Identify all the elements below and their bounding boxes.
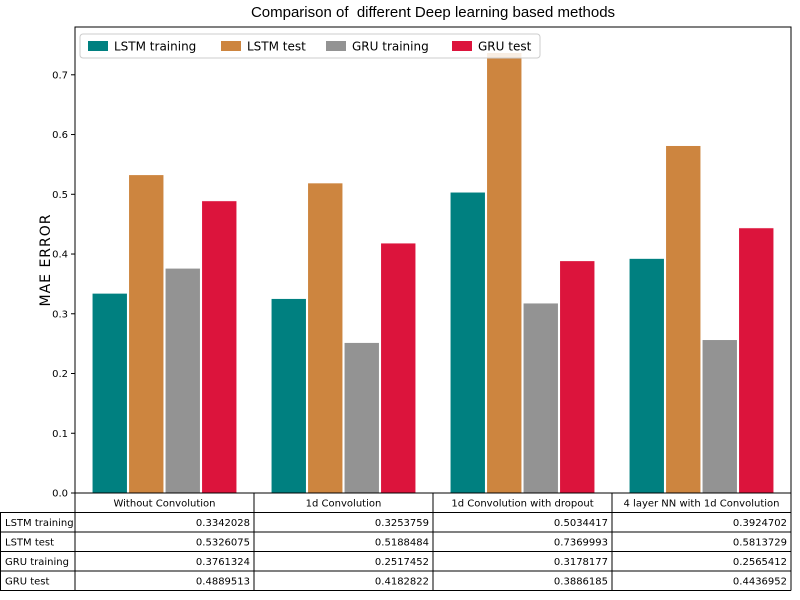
bar [665, 145, 702, 494]
bar [128, 174, 165, 494]
bar [164, 267, 201, 494]
x-tick-label: Without Convolution [113, 499, 215, 510]
bar [738, 227, 775, 494]
table-row-label: LSTM test [5, 538, 54, 549]
table-cell: 0.3342028 [196, 518, 250, 529]
legend-box [79, 33, 541, 59]
bar [628, 258, 665, 494]
y-tick-label: 0.3 [52, 309, 68, 320]
legend-label: LSTM test [247, 40, 306, 54]
table-cell: 0.3253759 [375, 518, 429, 529]
x-tick-label: 1d Convolution with dropout [451, 499, 593, 510]
bar [559, 260, 596, 494]
legend-swatch [221, 41, 241, 51]
y-tick-label: 0.0 [52, 489, 68, 500]
table-cell: 0.2517452 [375, 557, 429, 568]
table-cell: 0.3178177 [554, 557, 608, 568]
table-cell: 0.2565412 [733, 557, 787, 568]
table-cell: 0.7369993 [554, 538, 608, 549]
y-tick-label: 0.5 [52, 190, 68, 201]
y-tick-label: 0.1 [52, 429, 68, 440]
table-cell: 0.5813729 [733, 538, 787, 549]
bar [307, 182, 344, 494]
table-cell: 0.5188484 [375, 538, 429, 549]
bar [201, 200, 238, 494]
table-cell: 0.3761324 [196, 557, 250, 568]
y-tick-label: 0.2 [52, 369, 68, 380]
table-cell: 0.3886185 [554, 577, 608, 588]
y-tick-label: 0.6 [52, 130, 68, 141]
bar [380, 242, 417, 494]
legend-swatch [326, 41, 346, 51]
bar [522, 302, 559, 494]
table-row-label: GRU training [5, 557, 69, 568]
legend-swatch [88, 41, 108, 51]
bar [449, 191, 486, 494]
table-cell: 0.5034417 [554, 518, 608, 529]
table-row-label: LSTM training [5, 518, 74, 529]
table-cell: 0.3924702 [733, 518, 787, 529]
table-row-label: GRU test [5, 577, 49, 588]
table-cell: 0.4889513 [196, 577, 250, 588]
x-tick-label: 4 layer NN with 1d Convolution [624, 499, 780, 510]
x-tick-label: 1d Convolution [306, 499, 382, 510]
table-cell: 0.4182822 [375, 577, 429, 588]
legend-swatch [452, 41, 472, 51]
legend-label: GRU test [478, 40, 532, 54]
bar [701, 339, 738, 494]
table-cell: 0.4436952 [733, 577, 787, 588]
y-tick-label: 0.7 [52, 70, 68, 81]
legend-label: GRU training [352, 40, 429, 54]
table-cell: 0.5326075 [196, 538, 250, 549]
bar [91, 293, 128, 494]
bar [270, 298, 307, 494]
bar [343, 342, 380, 494]
y-axis-label: MAE ERROR [38, 214, 54, 307]
chart-title: Comparison of different Deep learning ba… [250, 4, 616, 21]
y-tick-label: 0.4 [52, 250, 68, 261]
legend-label: LSTM training [114, 40, 196, 54]
bar [486, 52, 523, 494]
